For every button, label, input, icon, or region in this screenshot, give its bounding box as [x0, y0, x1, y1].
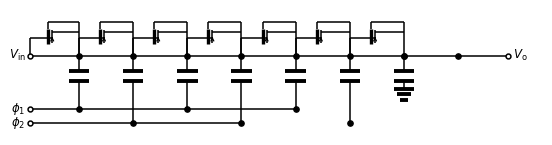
Text: $\phi_1$: $\phi_1$: [12, 101, 25, 117]
Text: $V_{\mathrm{in}}$: $V_{\mathrm{in}}$: [9, 48, 25, 63]
Text: $\phi_2$: $\phi_2$: [12, 115, 25, 131]
Text: $V_{\mathrm{o}}$: $V_{\mathrm{o}}$: [513, 48, 527, 63]
